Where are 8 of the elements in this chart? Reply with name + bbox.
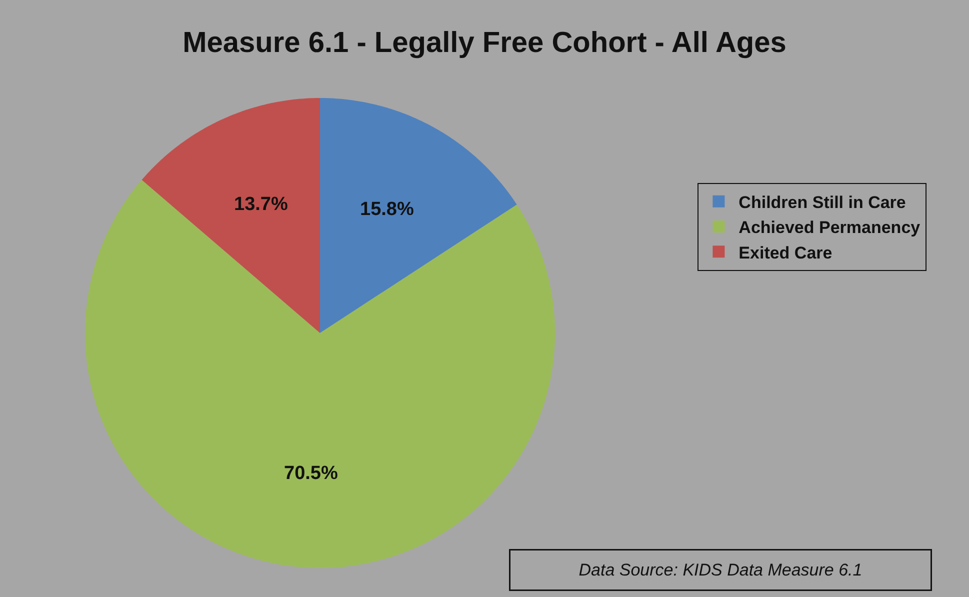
- data-label: 15.8%: [360, 199, 414, 220]
- legend-label: Children Still in Care: [738, 193, 906, 212]
- chart-title: Measure 6.1 - Legally Free Cohort - All Ages: [182, 26, 786, 59]
- data-label: 70.5%: [284, 463, 338, 484]
- legend-label: Achieved Permanency: [738, 218, 921, 238]
- data-label: 13.7%: [234, 194, 288, 215]
- source-note: Data Source: KIDS Data Measure 6.1: [578, 560, 862, 580]
- legend-label: Exited Care: [738, 243, 832, 262]
